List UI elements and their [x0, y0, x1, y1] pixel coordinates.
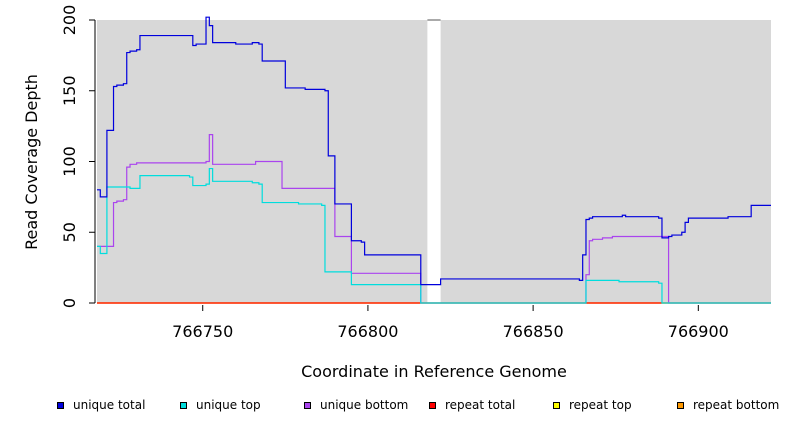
axes: 0 50 100 150 200 766750 766800 766850 766900: [60, 5, 729, 341]
y-tick-label: 50: [60, 222, 79, 242]
y-tick-label: 200: [60, 5, 79, 36]
legend-item-unique-top: unique top: [180, 398, 261, 412]
legend-item-unique-total: unique total: [57, 398, 145, 412]
x-tick-label: 766900: [668, 322, 729, 341]
y-tick-label: 0: [60, 298, 79, 308]
legend-label: repeat total: [445, 398, 516, 412]
legend-swatch: [180, 401, 187, 409]
legend-swatch: [677, 401, 684, 409]
legend-item-repeat-top: repeat top: [553, 398, 632, 412]
x-axis-title: Coordinate in Reference Genome: [301, 362, 567, 381]
x-tick-label: 766800: [337, 322, 398, 341]
legend-item-repeat-bottom: repeat bottom: [677, 398, 779, 412]
legend-item-repeat-total: repeat total: [429, 398, 515, 412]
x-tick-label: 766850: [503, 322, 564, 341]
legend-item-unique-bottom: unique bottom: [304, 398, 408, 412]
legend-swatch: [304, 401, 311, 409]
legend-label: unique total: [73, 398, 146, 412]
shaded-region-2: [440, 20, 771, 303]
legend-swatch: [57, 401, 64, 409]
legend-label: unique bottom: [320, 398, 409, 412]
legend-label: repeat bottom: [693, 398, 780, 412]
series-unique-total: [97, 16, 771, 286]
y-tick-label: 150: [60, 75, 79, 106]
legend-label: repeat top: [569, 398, 632, 412]
shaded-regions: [97, 19, 771, 303]
legend-swatch: [429, 401, 436, 409]
x-tick-label: 766750: [172, 322, 233, 341]
legend-label: unique top: [196, 398, 261, 412]
series-unique-top: [97, 167, 771, 304]
legend-swatch: [553, 401, 560, 409]
y-axis-title: Read Coverage Depth: [22, 74, 41, 250]
series-unique-bottom: [97, 134, 771, 304]
y-tick-label: 100: [60, 146, 79, 177]
series-lines: [97, 16, 771, 304]
legend: unique total unique top unique bottom repea…: [0, 398, 792, 420]
